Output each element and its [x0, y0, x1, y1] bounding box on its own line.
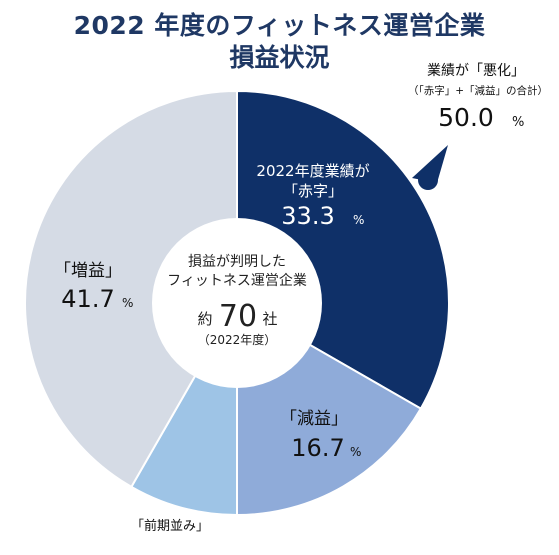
slice-decrease-label: 「減益」 — [280, 409, 348, 429]
center-suffix: 社 — [262, 310, 277, 328]
center-year: （2022年度） — [198, 332, 277, 347]
chart-title-line2: 損益状況 — [229, 43, 330, 72]
slice-increase-unit: % — [122, 296, 133, 310]
slice-decrease-value: 16.7 — [291, 434, 344, 462]
center-prefix: 約 — [197, 310, 212, 328]
slice-red-label: 「赤字」 — [283, 182, 343, 200]
center-line1: 損益が判明した — [188, 254, 286, 270]
slice-red-value: 33.3 — [281, 202, 334, 230]
slice-increase-value: 41.7 — [61, 285, 114, 313]
callout-unit: % — [512, 115, 524, 130]
slice-red-unit: % — [353, 213, 364, 227]
callout-value: 50.0 — [438, 103, 494, 132]
donut-hole — [152, 218, 322, 388]
slice-decrease-unit: % — [350, 445, 361, 459]
slice-increase — [24, 89, 238, 489]
slice-increase-label: 「増益」 — [54, 261, 122, 281]
callout-dot — [418, 170, 438, 190]
slice-flat-label: 「前期並み」 — [131, 518, 209, 534]
slices-group — [24, 89, 450, 517]
callout-line2: （「赤字」+「減益」の合計） — [408, 84, 548, 97]
chart-title-line1: 2022 年度のフィットネス運営企業 — [73, 11, 486, 40]
callout-line1: 業績が「悪化」 — [427, 63, 525, 79]
center-number: 70 — [219, 299, 257, 334]
slice-red-label-top: 2022年度業績が — [256, 162, 369, 180]
center-line2: フィットネス運営企業 — [167, 272, 307, 289]
